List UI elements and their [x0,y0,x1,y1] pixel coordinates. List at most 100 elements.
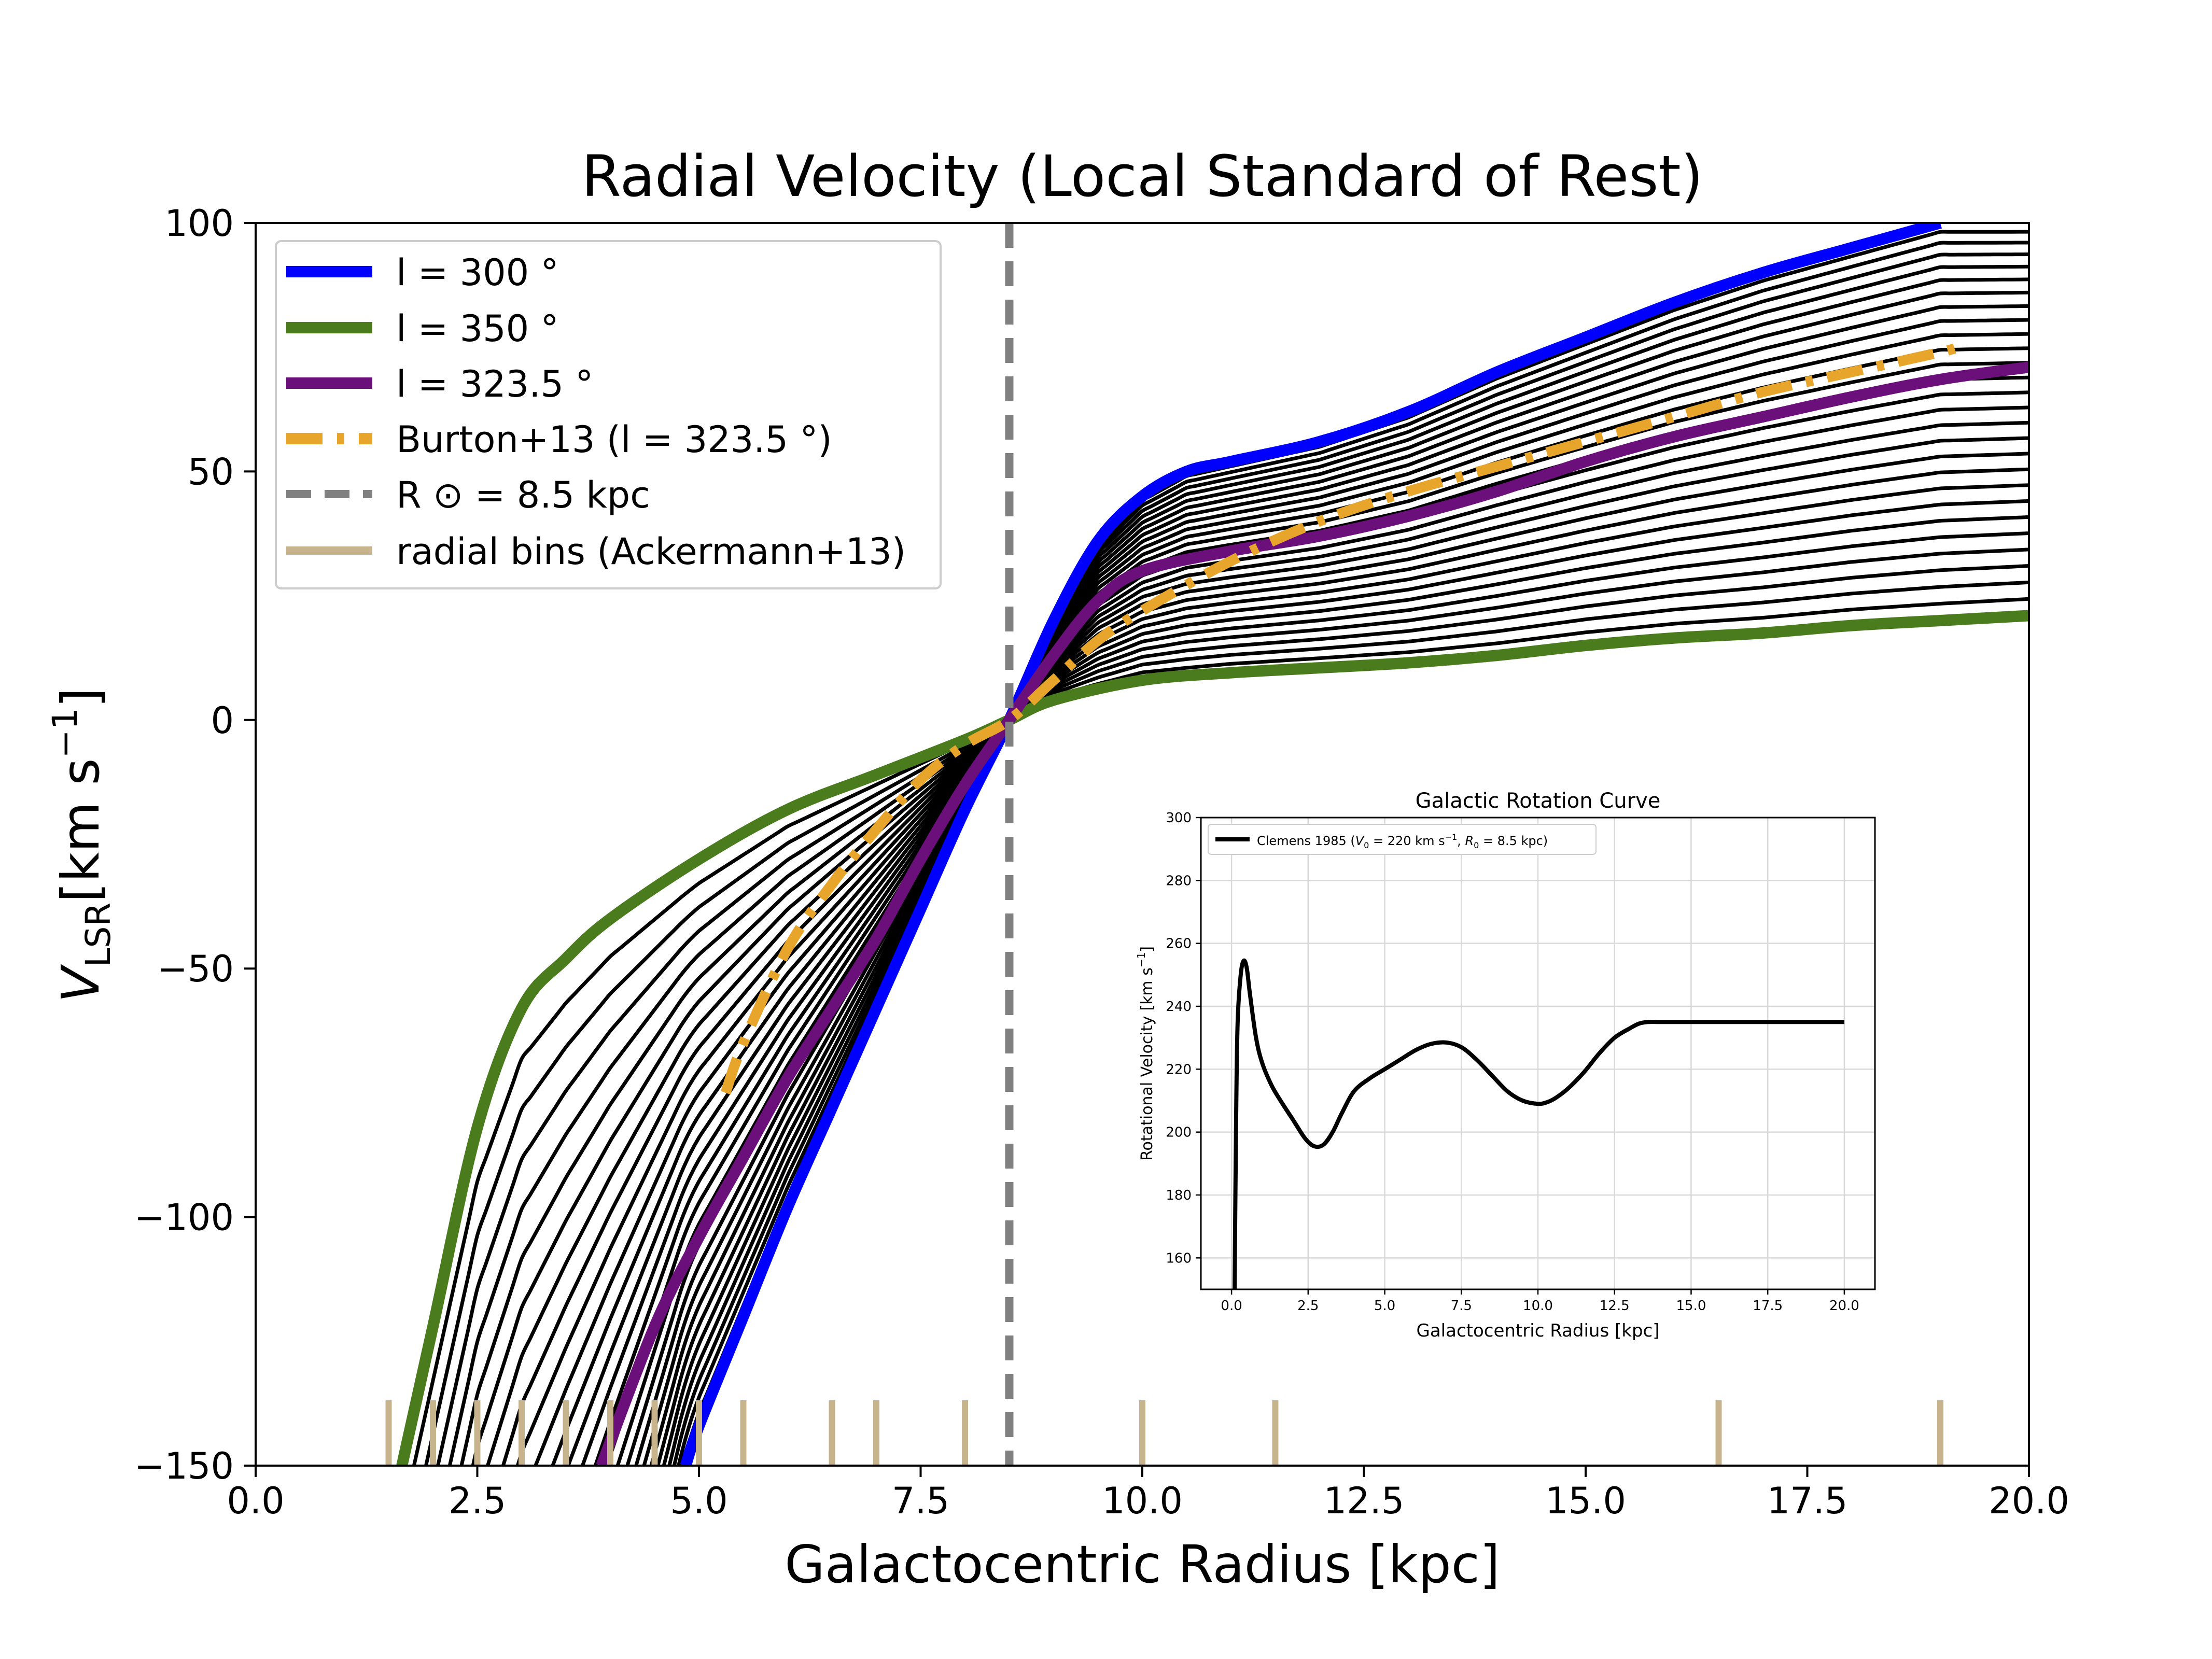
black-curve [656,290,2029,1466]
black-curve [642,318,2029,1466]
inset-x-tick-label: 15.0 [1676,1298,1706,1314]
main-legend: l = 300 ° l = 350 ° l = 323.5 ° Burton+1… [275,240,942,589]
legend-label-burton: Burton+13 (l = 323.5 °) [396,418,832,461]
inset-legend-box [1208,824,1597,855]
inset-legend-label-mid1: = 220 km s [1369,834,1445,848]
series-burton13 [720,342,1960,1095]
inset-x-tick-label: 7.5 [1451,1298,1472,1314]
series-l350 [396,610,2029,1466]
inset-y-axis-label-units: [km s [1138,967,1156,1010]
main-y-ticks: 100 50 0 −50 −100 −150 [134,202,256,1487]
black-curve [485,499,2029,1466]
inset-y-tick-label: 200 [1166,1125,1192,1141]
black-curve [459,531,2029,1466]
black-curve [447,547,2029,1466]
inset-legend-label: Clemens 1985 (V0 = 220 km s−1, R0 = 8.5 … [1257,832,1548,850]
inset-y-tick-label: 260 [1166,936,1192,952]
main-x-axis-label: Galactocentric Radius [kpc] [785,1534,1500,1595]
black-curve [580,405,2029,1466]
inset-y-tick-label: 160 [1166,1250,1192,1266]
main-y-tick-label: −50 [157,948,234,990]
legend-label-rsun: R ⊙ = 8.5 kpc [396,474,650,516]
rotation-curve-line [1233,958,1844,1289]
inset-legend-label-v0: V [1355,834,1365,848]
inset-y-axis-label-exponent: −1 [1135,952,1147,967]
inset-y-tick-label: 220 [1166,1062,1192,1077]
black-curve [672,252,2029,1466]
inset-legend-label-mid2: , [1457,834,1465,848]
inset-legend-label-r0: R [1465,834,1474,848]
inset-legend-label-v0-sub: 0 [1364,840,1369,850]
inset-x-tick-label: 17.5 [1753,1298,1783,1314]
black-curve [677,241,2029,1466]
main-series-group [396,223,2029,1466]
inset-chart: 0.0 2.5 5.0 7.5 10.0 12.5 15.0 17.5 20.0 160 180 2… [1135,789,1876,1341]
main-x-tick-label: 5.0 [670,1480,727,1522]
inset-x-tick-label: 2.5 [1297,1298,1319,1314]
black-curve [615,361,2029,1466]
legend-label-l350: l = 350 ° [396,307,558,350]
main-y-tick-label: 0 [211,699,234,742]
main-x-tick-label: 10.0 [1102,1480,1183,1522]
inset-x-tick-label: 10.0 [1523,1298,1553,1314]
inset-x-tick-label: 12.5 [1600,1298,1630,1314]
main-x-tick-label: 2.5 [449,1480,506,1522]
main-y-axis-label-exponent: −1 [45,708,85,758]
black-curve [424,580,2029,1466]
main-x-tick-label: 7.5 [892,1480,949,1522]
black-curve [412,597,2029,1466]
black-curve [566,420,2029,1466]
black-curve [436,564,2029,1466]
series-l3235 [596,361,2029,1466]
main-x-tick-label: 0.0 [227,1480,284,1522]
main-legend-box [275,240,942,589]
inset-y-ticks: 160 180 200 220 240 260 280 300 [1166,810,1201,1266]
inset-x-tick-label: 0.0 [1221,1298,1242,1314]
inset-x-tick-label: 20.0 [1829,1298,1859,1314]
legend-label-radial-bins: radial bins (Ackermann+13) [396,530,906,573]
radial-bins-group [385,1400,1943,1466]
main-y-tick-label: 50 [188,451,234,493]
black-curve [662,277,2029,1466]
main-y-axis-label-units: [km s [50,758,111,903]
inset-plot-area [1233,958,1844,1289]
inset-legend-label-main: Clemens 1985 ( [1257,834,1355,848]
inset-x-ticks: 0.0 2.5 5.0 7.5 10.0 12.5 15.0 17.5 20.0 [1221,1289,1859,1314]
main-x-ticks: 0.0 2.5 5.0 7.5 10.0 12.5 15.0 17.5 20.0 [227,1466,2069,1522]
black-curve [649,304,2029,1466]
inset-x-axis-label: Galactocentric Radius [kpc] [1416,1320,1659,1341]
inset-y-tick-label: 280 [1166,873,1192,889]
black-curve [634,332,2029,1466]
main-chart-title: Radial Velocity (Local Standard of Rest) [581,143,1703,209]
black-curve [667,264,2029,1466]
inset-legend: Clemens 1985 (V0 = 220 km s−1, R0 = 8.5 … [1208,824,1597,855]
main-plot-area [385,223,2029,1466]
main-y-axis-label-symbol: V [50,964,111,1003]
main-y-tick-label: 100 [164,202,234,245]
black-curve [551,436,2029,1466]
inset-y-tick-label: 180 [1166,1188,1192,1203]
legend-label-l3235: l = 323.5 ° [396,363,593,405]
inset-y-axis-label-text: Rotational Velocity [1138,1016,1156,1161]
inset-legend-label-r0-sub: 0 [1474,840,1479,850]
legend-label-l300: l = 300 ° [396,251,558,294]
black-curve [501,483,2029,1466]
inset-y-axis-label: Rotational Velocity [km s−1] [1135,946,1156,1161]
inset-legend-label-end: = 8.5 kpc) [1479,834,1548,848]
main-y-tick-label: −100 [134,1197,234,1239]
main-x-tick-label: 17.5 [1767,1480,1848,1522]
inset-grid [1201,817,1875,1289]
main-x-tick-label: 12.5 [1324,1480,1405,1522]
inset-title: Galactic Rotation Curve [1416,789,1661,813]
main-y-tick-label: −150 [134,1445,234,1487]
main-chart: Radial Velocity (Local Standard of Rest)… [45,143,2069,1595]
black-curve [471,515,2029,1466]
main-x-tick-label: 20.0 [1989,1480,2069,1522]
series-l300 [680,223,1942,1466]
main-y-axis-label: VLSR[km s−1] [45,687,118,1003]
inset-y-axis-label-close: ] [1138,946,1156,952]
inset-y-tick-label: 240 [1166,999,1192,1015]
main-x-tick-label: 15.0 [1545,1480,1626,1522]
inset-y-tick-label: 300 [1166,810,1192,826]
